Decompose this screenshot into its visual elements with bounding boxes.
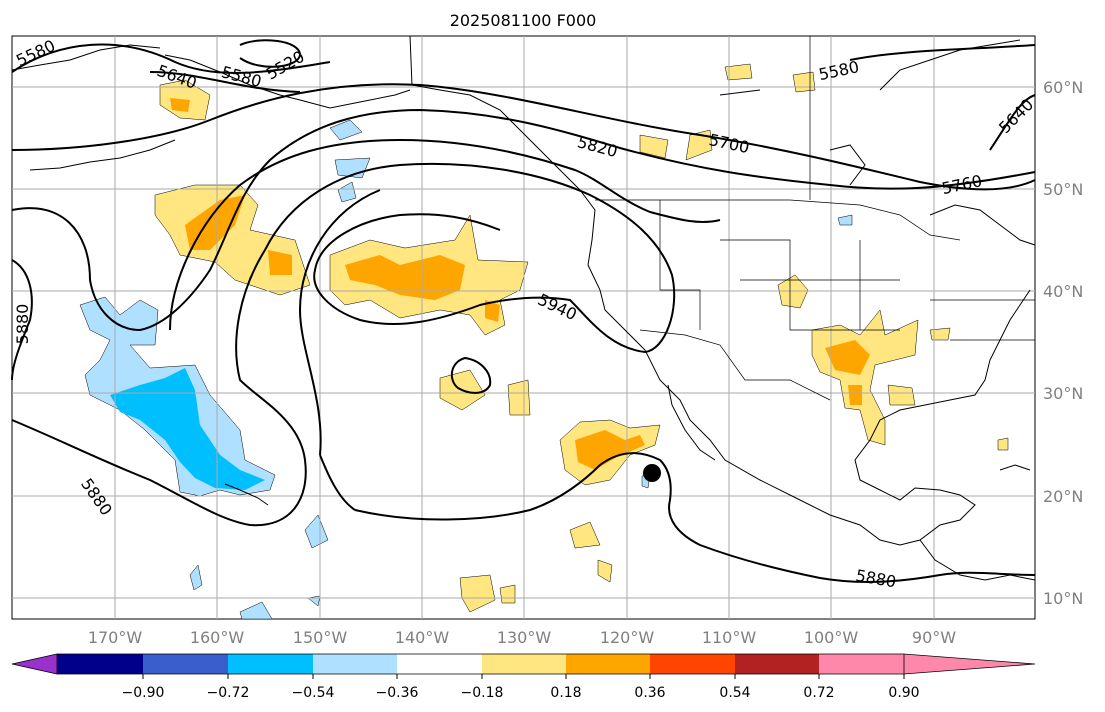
lat-label: 30°N xyxy=(1043,384,1083,403)
negative-anomaly-shading xyxy=(79,119,853,620)
lon-label: 110°W xyxy=(702,628,757,647)
colorbar-tick-label: −0.90 xyxy=(122,685,165,701)
lon-label: 130°W xyxy=(497,628,552,647)
map-panel: 5580 5640 5580 5520 5820 5700 5580 5760 … xyxy=(11,35,1083,647)
lat-label: 60°N xyxy=(1043,78,1083,97)
colorbar-tick-label: 0.90 xyxy=(888,685,919,701)
latitude-labels: 60°N 50°N 40°N 30°N 20°N 10°N xyxy=(1043,78,1083,608)
colorbar-segment xyxy=(650,654,735,674)
lon-label: 170°W xyxy=(88,628,143,647)
lon-label: 90°W xyxy=(912,628,956,647)
colorbar-tick-label: 0.18 xyxy=(550,685,581,701)
colorbar-tick-label: 0.54 xyxy=(719,685,750,701)
colorbar-extend-low xyxy=(11,653,58,675)
colorbar-tick-label: −0.72 xyxy=(207,685,250,701)
colorbar-segment xyxy=(566,654,650,674)
contour-label: 5880 xyxy=(13,304,32,345)
lat-label: 20°N xyxy=(1043,487,1083,506)
colorbar-tick-labels: −0.90 −0.72 −0.54 −0.36 −0.18 0.18 0.36 … xyxy=(122,685,920,701)
colorbar-segment xyxy=(228,654,313,674)
colorbar-ticks xyxy=(142,674,905,679)
longitude-labels: 170°W 160°W 150°W 140°W 130°W 120°W 110°… xyxy=(88,628,956,647)
colorbar-segment xyxy=(313,654,397,674)
colorbar-segment xyxy=(735,654,819,674)
colorbar-tick-label: −0.18 xyxy=(461,685,504,701)
lon-label: 150°W xyxy=(293,628,348,647)
colorbar-segment xyxy=(143,654,228,674)
colorbar: −0.90 −0.72 −0.54 −0.36 −0.18 0.18 0.36 … xyxy=(11,653,1036,701)
lon-label: 160°W xyxy=(190,628,245,647)
colorbar-extend-high xyxy=(903,653,1036,675)
colorbar-segment xyxy=(397,654,482,674)
colorbar-tick-label: −0.54 xyxy=(292,685,335,701)
colorbar-segment xyxy=(819,654,904,674)
lon-label: 100°W xyxy=(804,628,859,647)
colorbar-tick-label: 0.36 xyxy=(634,685,665,701)
storm-center-marker xyxy=(643,464,661,482)
colorbar-segment xyxy=(482,654,566,674)
colorbar-tick-label: 0.72 xyxy=(803,685,834,701)
lat-label: 10°N xyxy=(1043,589,1083,608)
lon-label: 140°W xyxy=(395,628,450,647)
height-contours xyxy=(11,39,1036,583)
figure-title: 2025081100 F000 xyxy=(450,11,597,30)
political-borders xyxy=(595,36,1035,401)
lon-label: 120°W xyxy=(600,628,655,647)
lat-label: 50°N xyxy=(1043,180,1083,199)
colorbar-segment xyxy=(57,654,143,674)
colorbar-tick-label: −0.36 xyxy=(376,685,419,701)
coastlines xyxy=(11,35,1036,581)
lat-label: 40°N xyxy=(1043,282,1083,301)
